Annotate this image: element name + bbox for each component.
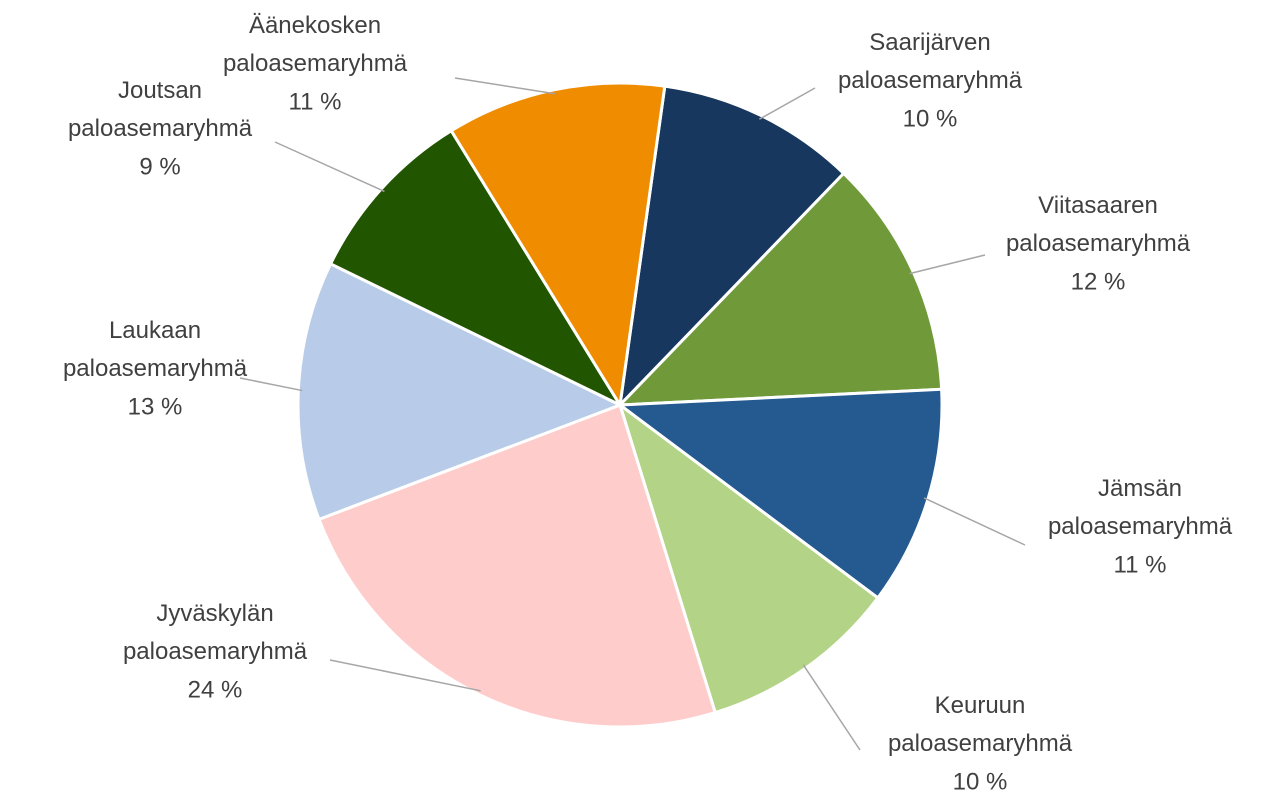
- data-label-value: 13 %: [128, 393, 183, 420]
- label-line: paloasemaryhmä: [63, 355, 248, 382]
- label-line: Jämsän: [1098, 475, 1182, 502]
- label-line: paloasemaryhmä: [223, 50, 408, 77]
- data-label-name: Saarijärven paloasemaryhmä: [838, 29, 1023, 94]
- label-line: paloasemaryhmä: [838, 67, 1023, 94]
- label-line: Keuruun: [935, 692, 1026, 719]
- pie-slice: [449, 81, 667, 410]
- label-line: Saarijärven: [869, 29, 990, 56]
- data-label-name: Laukaan paloasemaryhmä: [63, 317, 248, 382]
- data-label-value: 11 %: [289, 88, 342, 115]
- label-line: Jyväskylän: [156, 600, 273, 627]
- data-label-name: Viitasaaren paloasemaryhmä: [1006, 192, 1191, 257]
- leader-line: [329, 659, 481, 692]
- leader-line: [923, 497, 1026, 546]
- data-label-name: Joutsan paloasemaryhmä: [68, 77, 253, 142]
- label-line: paloasemaryhmä: [1048, 513, 1233, 540]
- pie-slice: [317, 403, 718, 729]
- data-label-name: Keuruun paloasemaryhmä: [888, 692, 1073, 757]
- data-label-value: 10 %: [953, 768, 1008, 795]
- leader-line: [909, 254, 986, 275]
- data-label-name: Jyväskylän paloasemaryhmä: [123, 600, 308, 665]
- label-line: paloasemaryhmä: [68, 115, 253, 142]
- data-label-value: 12 %: [1071, 268, 1126, 295]
- data-label-value: 9 %: [139, 153, 180, 180]
- leader-line: [759, 87, 816, 120]
- label-line: Viitasaaren: [1038, 192, 1158, 219]
- label-line: Äänekosken: [249, 12, 381, 39]
- leader-line: [274, 141, 385, 193]
- data-label-value: 24 %: [188, 676, 243, 703]
- pie-slice: [328, 128, 624, 409]
- pie-slice: [617, 84, 846, 410]
- label-line: paloasemaryhmä: [888, 730, 1073, 757]
- data-label-name: Jämsän paloasemaryhmä: [1048, 475, 1233, 540]
- label-line: Joutsan: [118, 77, 202, 104]
- leader-line: [239, 377, 303, 392]
- label-line: Laukaan: [109, 317, 201, 344]
- label-line: paloasemaryhmä: [1006, 230, 1191, 257]
- label-line: paloasemaryhmä: [123, 638, 308, 665]
- data-label-name: Äänekosken paloasemaryhmä: [223, 12, 408, 77]
- leader-line: [802, 664, 861, 751]
- data-label-value: 11 %: [1114, 551, 1167, 578]
- data-label-value: 10 %: [903, 105, 958, 132]
- leader-line: [454, 77, 556, 95]
